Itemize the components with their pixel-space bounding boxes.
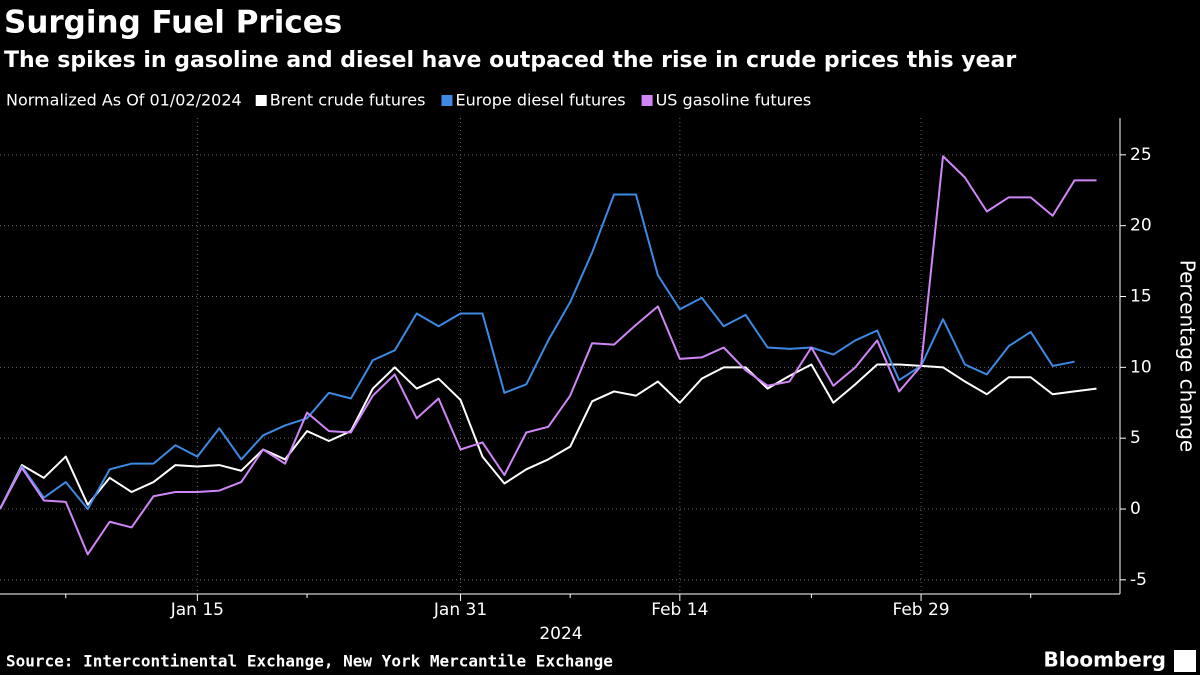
- line-series: [0, 155, 1097, 556]
- x-tick-label: Jan 15: [170, 600, 224, 620]
- legend-swatch: [641, 95, 653, 106]
- x-axis-label: 2024: [539, 624, 582, 644]
- y-tick-label: -5: [1130, 570, 1147, 590]
- plot: -5 0 5 10 15 20 25 Jan 15 Jan 31 Feb 14 Feb 29: [0, 118, 1152, 620]
- x-tick-label: Feb 29: [892, 600, 949, 620]
- x-tick-label: Feb 14: [651, 600, 708, 620]
- brand-icon: [1174, 650, 1196, 672]
- legend-swatch: [255, 95, 267, 106]
- line-series: [0, 363, 1097, 510]
- y-tick-label: 5: [1130, 428, 1141, 448]
- legend-label: Europe diesel futures: [455, 91, 625, 110]
- y-tick-label: 10: [1130, 357, 1152, 377]
- y-tick-label: 0: [1130, 499, 1141, 519]
- legend-label: Brent crude futures: [270, 91, 426, 110]
- y-tick-label: 15: [1130, 287, 1152, 307]
- y-axis-label: Percentage change: [1176, 260, 1200, 452]
- chart-subtitle: The spikes in gasoline and diesel have o…: [4, 48, 1016, 73]
- brand: Bloomberg: [1044, 648, 1166, 672]
- legend-swatch: [441, 95, 453, 106]
- legend-label: US gasoline futures: [656, 91, 812, 110]
- x-tick-label: Jan 31: [433, 600, 487, 620]
- line-series: [0, 193, 1075, 510]
- source: Source: Intercontinental Exchange, New Y…: [6, 652, 613, 671]
- chart-title: Surging Fuel Prices: [4, 5, 342, 41]
- y-tick-label: 20: [1130, 216, 1152, 236]
- legend-title: Normalized As Of 01/02/2024: [6, 91, 242, 110]
- y-tick-label: 25: [1130, 145, 1152, 165]
